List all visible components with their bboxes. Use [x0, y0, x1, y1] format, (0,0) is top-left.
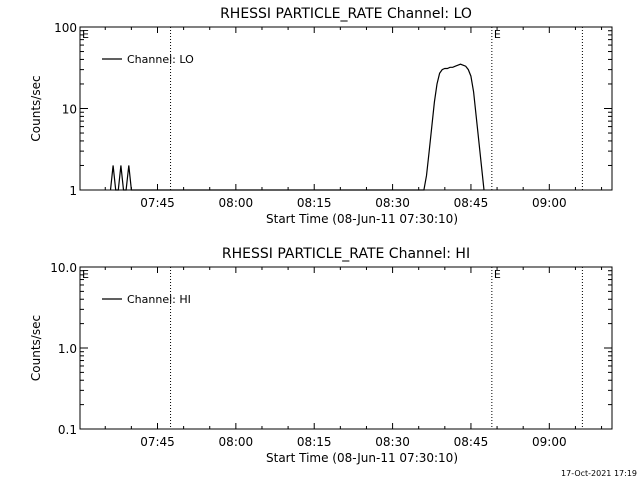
x-tick-label: 08:30 [375, 435, 410, 449]
legend-label: Channel: HI [127, 293, 191, 306]
y-tick-label: 1 [69, 184, 77, 198]
y-axis-label: Counts/sec [29, 315, 43, 381]
y-axis-label: Counts/sec [29, 75, 43, 141]
panel-hi: RHESSI PARTICLE_RATE Channel: HI 07:45 08:… [29, 246, 613, 465]
footer-timestamp: 17-Oct-2021 17:19 [561, 469, 637, 478]
x-tick-label: 08:45 [454, 196, 489, 210]
plot-frame [79, 266, 613, 430]
chart-title: RHESSI PARTICLE_RATE Channel: LO [220, 6, 472, 22]
x-tick-label: 07:45 [140, 435, 175, 449]
marker-label: E [82, 28, 89, 41]
legend-label: Channel: LO [127, 53, 194, 66]
chart-title: RHESSI PARTICLE_RATE Channel: HI [222, 246, 470, 262]
x-tick-label: 08:00 [219, 196, 254, 210]
x-tick-label: 08:30 [375, 196, 410, 210]
x-tick-label: 09:00 [532, 196, 567, 210]
series-line [109, 63, 485, 191]
y-tick-label: 1.0 [58, 342, 77, 356]
x-tick-label: 09:00 [532, 435, 567, 449]
x-axis-label: Start Time (08-Jun-11 07:30:10) [266, 212, 458, 226]
x-tick-label: 08:15 [297, 435, 332, 449]
x-tick-label: 08:15 [297, 196, 332, 210]
marker-label: E [82, 268, 89, 281]
plot-frame [79, 26, 613, 191]
y-tick-label: 10.0 [50, 261, 77, 275]
x-tick-label: 08:45 [454, 435, 489, 449]
y-tick-label: 100 [54, 21, 77, 35]
marker-label: E [494, 268, 501, 281]
y-tick-label: 10 [62, 103, 77, 117]
marker-label: E [494, 28, 501, 41]
x-axis-label: Start Time (08-Jun-11 07:30:10) [266, 451, 458, 465]
x-tick-label: 07:45 [140, 196, 175, 210]
panel-lo: RHESSI PARTICLE_RATE Channel: LO 07:45 08:… [29, 6, 613, 226]
y-tick-label: 0.1 [58, 423, 77, 437]
x-tick-label: 08:00 [219, 435, 254, 449]
